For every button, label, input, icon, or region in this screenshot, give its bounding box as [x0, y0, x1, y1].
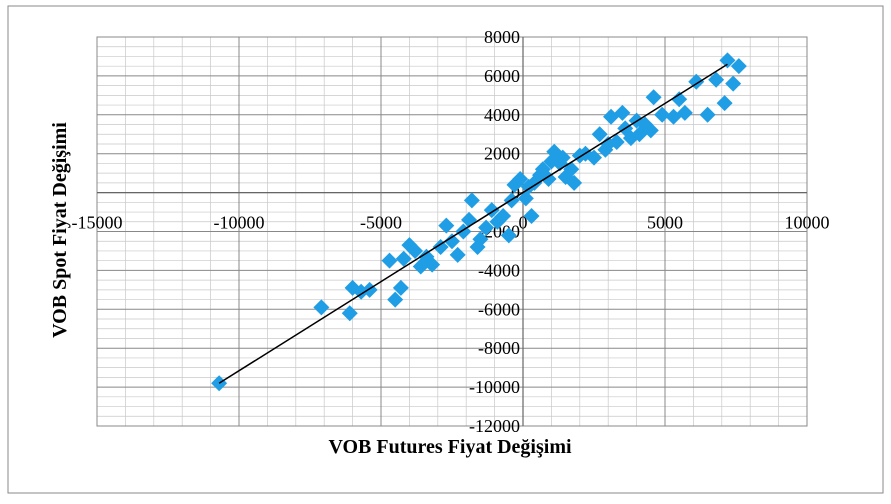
y-tick-label: -8000: [478, 338, 520, 358]
data-point: [586, 149, 602, 166]
data-point: [500, 227, 517, 244]
x-tick-label: 5000: [647, 213, 683, 233]
x-tick-label: -10000: [214, 213, 265, 233]
y-tick-label: -10000: [469, 377, 520, 397]
data-point: [517, 190, 534, 207]
y-tick-label: 6000: [484, 66, 520, 86]
data-point: [645, 89, 662, 106]
data-point: [432, 239, 449, 256]
data-point: [381, 252, 398, 269]
data-point: [392, 279, 409, 296]
y-axis-label: VOB Spot Fiyat Değişimi: [49, 122, 71, 338]
data-point: [449, 246, 466, 263]
x-tick-label: 10000: [785, 213, 830, 233]
data-point: [654, 106, 671, 123]
data-point: [566, 174, 583, 191]
data-point: [676, 104, 693, 121]
y-tick-label: -6000: [478, 299, 520, 319]
data-point: [387, 291, 404, 308]
data-point: [642, 122, 659, 139]
y-tick-label: 0: [511, 183, 520, 203]
data-point: [512, 170, 529, 187]
trendline: [218, 63, 728, 384]
data-point: [463, 192, 480, 209]
data-point: [608, 134, 625, 151]
x-tick-label: -15000: [72, 213, 123, 233]
data-point: [395, 250, 412, 267]
data-point: [614, 104, 631, 121]
data-point: [730, 58, 747, 75]
data-point: [671, 91, 688, 108]
data-point: [424, 256, 441, 273]
data-point: [438, 217, 455, 234]
data-point: [341, 305, 358, 322]
x-tick-label: 0: [519, 213, 528, 233]
data-point: [540, 170, 557, 187]
data-point: [554, 149, 571, 166]
data-point: [725, 75, 742, 92]
data-point: [472, 231, 489, 248]
data-point: [591, 126, 608, 143]
data-point: [699, 106, 716, 123]
data-point: [719, 52, 736, 69]
data-point: [523, 207, 540, 224]
data-point: [407, 242, 424, 259]
data-point: [313, 299, 330, 316]
data-point: [495, 207, 512, 224]
x-tick-label: -5000: [360, 213, 402, 233]
y-tick-label: 2000: [484, 144, 520, 164]
y-tick-label: -12000: [469, 416, 520, 436]
y-tick-label: 4000: [484, 105, 520, 125]
y-tick-label: -4000: [478, 260, 520, 280]
data-point: [478, 219, 495, 236]
y-tick-label: 8000: [484, 27, 520, 47]
data-point: [716, 95, 733, 112]
x-axis-label: VOB Futures Fiyat Değişimi: [328, 436, 572, 458]
data-point: [444, 233, 460, 250]
data-point: [708, 71, 725, 88]
